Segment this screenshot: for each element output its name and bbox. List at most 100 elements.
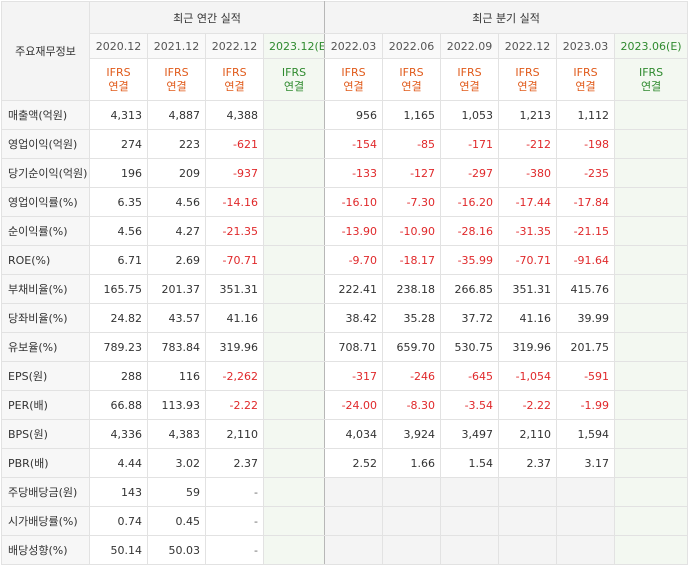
- estimate-cell: [614, 535, 689, 565]
- table-row: PBR(배) 4.44 3.02 2.37 2.52 1.66 1.54 2.37 3.17: [1, 448, 689, 478]
- value-cell: -17.84: [556, 187, 616, 217]
- value-cell: [440, 535, 500, 565]
- corner-header: 주요재무정보: [1, 1, 90, 101]
- value-cell: -16.10: [324, 187, 384, 217]
- estimate-cell: [262, 332, 326, 362]
- value-cell: 3,497: [440, 419, 500, 449]
- value-cell: 113.93: [147, 390, 206, 420]
- value-cell: [382, 506, 442, 536]
- table-row: 부채비율(%) 165.75 201.37 351.31 222.41 238.18 266…: [1, 274, 689, 304]
- value-cell: [498, 506, 558, 536]
- ifrs-label: IFRS: [106, 65, 131, 79]
- value-cell: -: [205, 506, 264, 536]
- estimate-cell: [262, 245, 326, 275]
- value-cell: 2.37: [205, 448, 264, 478]
- value-cell: -246: [382, 361, 442, 391]
- ifrs-basis-label: IFRS 연결: [205, 58, 264, 101]
- ifrs-label: IFRS: [573, 65, 598, 79]
- period-header-estimate: 2023.06(E): [614, 33, 689, 59]
- row-label: 순이익률(%): [1, 216, 90, 246]
- period-header-estimate: 2023.12(E): [262, 33, 326, 59]
- value-cell: 0.74: [89, 506, 148, 536]
- estimate-cell: [262, 506, 326, 536]
- value-cell: -21.15: [556, 216, 616, 246]
- value-cell: 4,034: [324, 419, 384, 449]
- value-cell: -154: [324, 129, 384, 159]
- value-cell: 50.14: [89, 535, 148, 565]
- value-cell: [324, 535, 384, 565]
- value-cell: 41.16: [498, 303, 558, 333]
- row-label: EPS(원): [1, 361, 90, 391]
- value-cell: 351.31: [498, 274, 558, 304]
- consolidated-label: 연결: [224, 79, 245, 93]
- value-cell: 66.88: [89, 390, 148, 420]
- value-cell: 4,336: [89, 419, 148, 449]
- value-cell: 319.96: [205, 332, 264, 362]
- table-row: 당기순이익(억원) 196 209 -937 -133 -127 -297 -380 -235: [1, 158, 689, 188]
- value-cell: 351.31: [205, 274, 264, 304]
- table-row: BPS(원) 4,336 4,383 2,110 4,034 3,924 3,497 2,11…: [1, 419, 689, 449]
- value-cell: -1.99: [556, 390, 616, 420]
- ifrs-basis-label: IFRS 연결: [147, 58, 206, 101]
- table-row: 순이익률(%) 4.56 4.27 -21.35 -13.90 -10.90 -28.16-…: [1, 216, 689, 246]
- annual-group-header: 최근 연간 실적: [88, 1, 326, 34]
- value-cell: -133: [324, 158, 384, 188]
- value-cell: -317: [324, 361, 384, 391]
- consolidated-label: 연결: [283, 79, 305, 93]
- estimate-cell: [614, 332, 689, 362]
- row-label: 영업이익률(%): [1, 187, 90, 217]
- value-cell: 1,112: [556, 100, 616, 130]
- value-cell: 38.42: [324, 303, 384, 333]
- estimate-cell: [614, 448, 689, 478]
- value-cell: -2,262: [205, 361, 264, 391]
- estimate-cell: [262, 448, 326, 478]
- row-label: 매출액(억원): [1, 100, 90, 130]
- consolidated-label: 연결: [517, 79, 538, 93]
- period-header: 2022.06: [382, 33, 442, 59]
- row-label: 부채비율(%): [1, 274, 90, 304]
- value-cell: 1,594: [556, 419, 616, 449]
- period-header: 2021.12: [147, 33, 206, 59]
- value-cell: -24.00: [324, 390, 384, 420]
- ifrs-label: IFRS: [399, 65, 424, 79]
- value-cell: -: [205, 535, 264, 565]
- value-cell: -7.30: [382, 187, 442, 217]
- value-cell: 4.56: [89, 216, 148, 246]
- value-cell: -127: [382, 158, 442, 188]
- value-cell: 659.70: [382, 332, 442, 362]
- period-header-row: 2020.12 2021.12 2022.12 2023.12(E) 2022.…: [2, 33, 689, 59]
- table-row: 영업이익률(%) 6.35 4.56 -14.16 -16.10 -7.30 -16.20-…: [1, 187, 689, 217]
- period-header: 2022.12: [205, 33, 264, 59]
- estimate-cell: [614, 390, 689, 420]
- table-row: 매출액(억원) 4,313 4,887 4,388 956 1,165 1,053 1,213…: [1, 100, 689, 130]
- estimate-cell: [262, 129, 326, 159]
- row-label: PER(배): [1, 390, 90, 420]
- estimate-cell: [262, 187, 326, 217]
- ifrs-basis-label: IFRS 연결: [556, 58, 616, 101]
- consolidated-label: 연결: [166, 79, 187, 93]
- ifrs-basis-label: IFRS 연결: [324, 58, 384, 101]
- value-cell: 956: [324, 100, 384, 130]
- value-cell: [440, 477, 500, 507]
- estimate-cell: [614, 100, 689, 130]
- estimate-cell: [614, 477, 689, 507]
- value-cell: 266.85: [440, 274, 500, 304]
- value-cell: 783.84: [147, 332, 206, 362]
- value-cell: -70.71: [205, 245, 264, 275]
- value-cell: [498, 535, 558, 565]
- estimate-cell: [262, 274, 326, 304]
- value-cell: [556, 535, 616, 565]
- value-cell: -937: [205, 158, 264, 188]
- value-cell: 35.28: [382, 303, 442, 333]
- value-cell: 708.71: [324, 332, 384, 362]
- financial-rows: 매출액(억원) 4,313 4,887 4,388 956 1,165 1,053 1,213…: [1, 100, 689, 565]
- value-cell: -1,054: [498, 361, 558, 391]
- value-cell: 1,213: [498, 100, 558, 130]
- estimate-cell: [614, 303, 689, 333]
- value-cell: 2.52: [324, 448, 384, 478]
- value-cell: -9.70: [324, 245, 384, 275]
- table-row: EPS(원) 288 116 -2,262 -317 -246 -645 -1,054 -591: [1, 361, 689, 391]
- value-cell: 50.03: [147, 535, 206, 565]
- value-cell: 415.76: [556, 274, 616, 304]
